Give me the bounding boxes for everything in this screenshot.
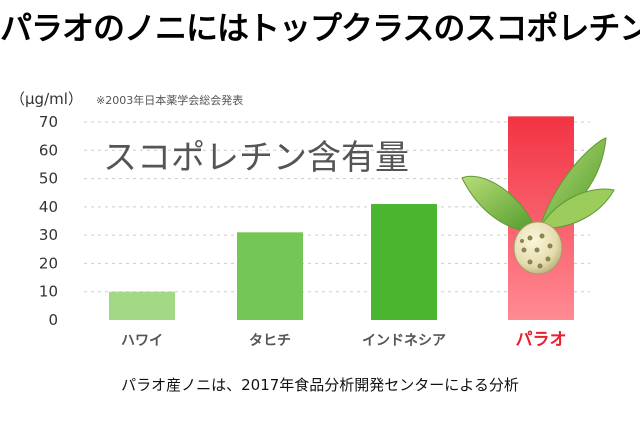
y-tick-label: 20 (39, 254, 58, 272)
y-tick-label: 40 (39, 198, 58, 216)
chart-title: スコポレチン含有量 (103, 138, 409, 178)
footer-note: パラオ産ノニは、2017年食品分析開発センターによる分析 (121, 376, 519, 394)
headline: パラオのノニにはトップクラスのスコポレチン (0, 9, 640, 47)
x-category-label: パラオ (516, 330, 567, 350)
y-tick-label: 50 (39, 170, 58, 188)
y-tick-label: 60 (39, 141, 58, 159)
x-category-label: タヒチ (249, 333, 291, 349)
x-category-label: インドネシア (362, 333, 446, 349)
source-note: ※2003年日本薬学会総会発表 (96, 94, 244, 107)
bar-1 (109, 291, 175, 320)
y-tick-label: 10 (39, 283, 58, 301)
x-category-label: ハワイ (121, 333, 163, 349)
y-tick-label: 30 (39, 226, 58, 244)
y-tick-label: 70 (39, 113, 58, 131)
bar-2 (237, 232, 303, 320)
unit-label: （μg/ml） (10, 90, 83, 108)
bar-3 (371, 204, 437, 320)
y-tick-label: 0 (48, 311, 58, 329)
noni-fruit-icon (461, 137, 615, 275)
